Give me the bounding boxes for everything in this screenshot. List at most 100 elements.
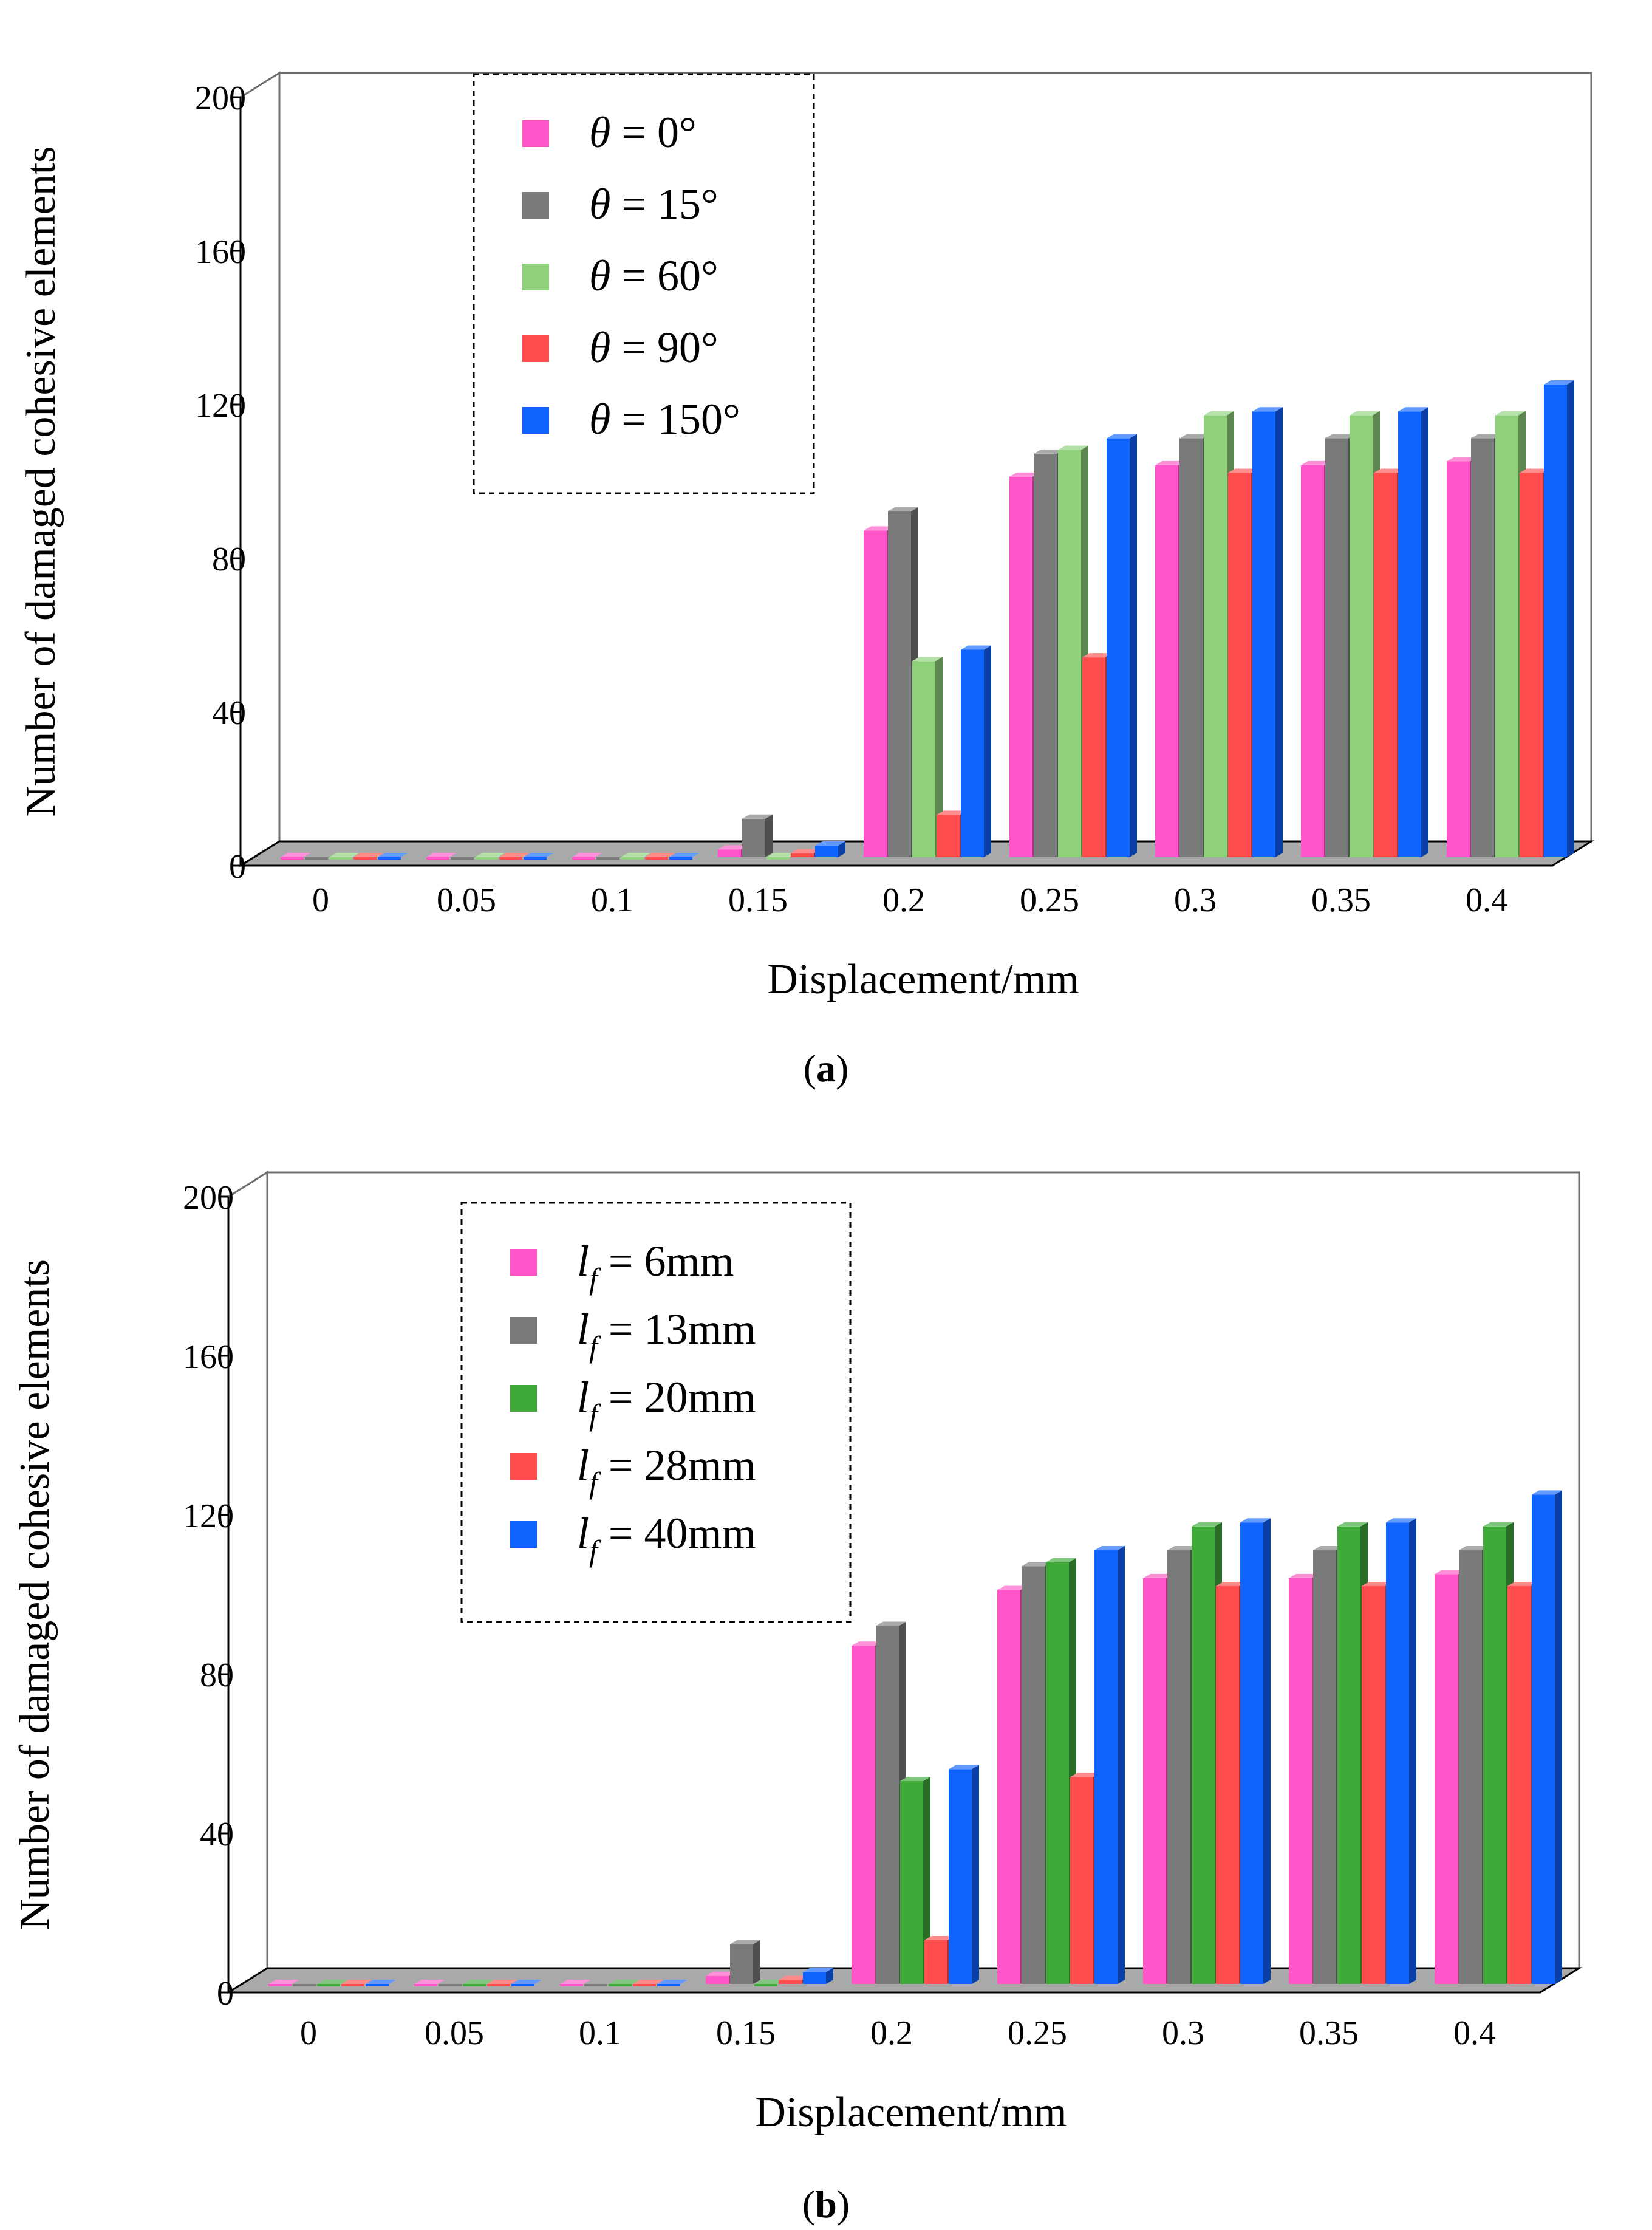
chart0-x-tick-label: 0.4: [1466, 881, 1508, 919]
chart1-bar-top: [1022, 1562, 1052, 1567]
chart1-x-tick-label: 0.15: [716, 2014, 776, 2052]
chart0-bar-front: [1228, 473, 1251, 857]
chart1-bar-front: [730, 1944, 753, 1984]
chart1-bar-top: [293, 1980, 323, 1984]
chart0-x-tick-label: 0.35: [1311, 881, 1371, 919]
chart0-bar-top: [766, 853, 797, 857]
chart0-legend-swatch: [522, 120, 549, 147]
chart0-bar-front: [1374, 473, 1397, 857]
chart1-legend-label: lf = 13mm: [577, 1305, 756, 1364]
chart0-x-axis-label: Displacement/mm: [767, 956, 1079, 1003]
chart0-bar: [305, 853, 335, 860]
chart1-bar-front: [1022, 1566, 1045, 1984]
chart1-bar-front: [487, 1984, 510, 1986]
chart1-bar-front: [1216, 1586, 1239, 1984]
chart0-bar-top: [815, 841, 845, 846]
chart0-bar-top: [1374, 468, 1404, 473]
chart1-legend-swatch: [510, 1249, 537, 1276]
chart1-bar-front: [1313, 1550, 1336, 1984]
chart0-legend-swatch: [522, 264, 549, 290]
chart1-bar-top: [1362, 1582, 1392, 1586]
chart1-bar-top: [1070, 1773, 1101, 1777]
chart1-bar-front: [1532, 1494, 1555, 1984]
chart0-bar-top: [1058, 445, 1088, 450]
chart1-bar-front: [1094, 1550, 1118, 1984]
chart1-bar: [317, 1980, 347, 1986]
chart0-bar-front: [329, 857, 352, 860]
chart-panel-b: 0 40 80 120 160 200 0 0.05 0.1 0.15 0.2 0.25 0.3 0.35…: [12, 1171, 1583, 2226]
chart1-bar: [463, 1980, 493, 1986]
chart0-bar-front: [888, 511, 911, 857]
chart0-bar-top: [742, 814, 773, 819]
chart0-y-tick-label: 0: [229, 848, 246, 886]
chart0-legend-swatch: [522, 335, 549, 362]
chart-panel-a: 0 40 80 120 160 200 0 0.05 0.1 0.15 0.2 0.25 0.3 0.35…: [18, 71, 1595, 1090]
chart1-bar-front: [1046, 1562, 1069, 1984]
chart1-bar-top: [1507, 1582, 1538, 1586]
chart1-bar: [341, 1980, 372, 1986]
chart0-bar-front: [1301, 465, 1324, 857]
chart1-bar-front: [1362, 1586, 1385, 1984]
chart0-bar-front: [1350, 415, 1373, 857]
chart1-bar-top: [876, 1621, 906, 1626]
chart1-bar-top: [268, 1980, 299, 1984]
chart0-bar-front: [596, 857, 620, 860]
chart1-bar-side: [753, 1940, 760, 1984]
chart0-bar-front: [1204, 415, 1227, 857]
chart0-bar: [645, 853, 675, 860]
chart0-bar-side: [935, 657, 943, 857]
chart0-bar-side: [765, 814, 773, 857]
chart1-bar-front: [1483, 1526, 1506, 1984]
chart0-legend-label: θ = 0°: [589, 108, 697, 157]
chart1-y-tick-label: 200: [183, 1179, 234, 1217]
chart1-x-tick-label: 0.4: [1453, 2014, 1496, 2052]
chart1-bar-top: [997, 1585, 1028, 1590]
chart1-bar: [900, 1776, 930, 1984]
chart0-bar-front: [1520, 473, 1543, 857]
chart0-x-tick-label: 0.25: [1020, 881, 1079, 919]
chart0-bar-top: [572, 853, 602, 857]
chart0-bar: [281, 853, 311, 860]
chart1-bar-side: [1118, 1546, 1125, 1984]
chart0-legend-label: θ = 60°: [589, 251, 718, 300]
chart1-bar: [803, 1968, 833, 1984]
chart0-bar-top: [791, 849, 821, 853]
chart1-bar-top: [1459, 1546, 1489, 1551]
chart1-bar-top: [754, 1980, 785, 1984]
chart1-legend-swatch: [510, 1385, 537, 1412]
chart0-bar-top: [281, 853, 311, 857]
chart0-bar-top: [1301, 460, 1331, 465]
chart1-bar-side: [826, 1968, 833, 1984]
chart1-bar: [1094, 1546, 1125, 1984]
chart1-legend-label: lf = 20mm: [577, 1373, 756, 1432]
chart1-bar-front: [584, 1984, 607, 1986]
chart1-x-tick-label: 0.35: [1299, 2014, 1359, 2052]
chart1-bar-front: [293, 1984, 316, 1986]
chart1-bar-top: [414, 1980, 445, 1984]
chart1-bar-front: [341, 1984, 364, 1986]
chart0-bar-top: [1350, 411, 1380, 416]
chart1-bar: [293, 1980, 323, 1986]
chart0-bar: [1107, 434, 1137, 857]
chart0-bar-side: [984, 645, 991, 857]
chart0-bar-front: [572, 857, 595, 860]
chart1-bar-front: [439, 1984, 462, 1986]
chart0-bar-top: [305, 853, 335, 857]
chart1-y-tick-label: 0: [217, 1975, 234, 2013]
chart0-bar-side: [838, 841, 845, 857]
chart0-bar-front: [475, 857, 498, 860]
chart1-bar-top: [1386, 1518, 1416, 1523]
chart0-bar-front: [499, 857, 522, 860]
chart0-bar-front: [378, 857, 401, 860]
chart1-bar-top: [1216, 1582, 1246, 1586]
chart1-bar-front: [900, 1780, 923, 1984]
chart0-bar: [524, 853, 554, 860]
chart1-x-tick-label: 0.25: [1008, 2014, 1067, 2052]
chart1-bar-front: [560, 1984, 583, 1986]
chart0-legend-label: θ = 150°: [589, 395, 740, 443]
chart1-bar-top: [949, 1765, 979, 1770]
chart0-bar: [1544, 380, 1574, 857]
chart1-bar-front: [1143, 1578, 1166, 1984]
chart0-bar-top: [1544, 380, 1574, 385]
